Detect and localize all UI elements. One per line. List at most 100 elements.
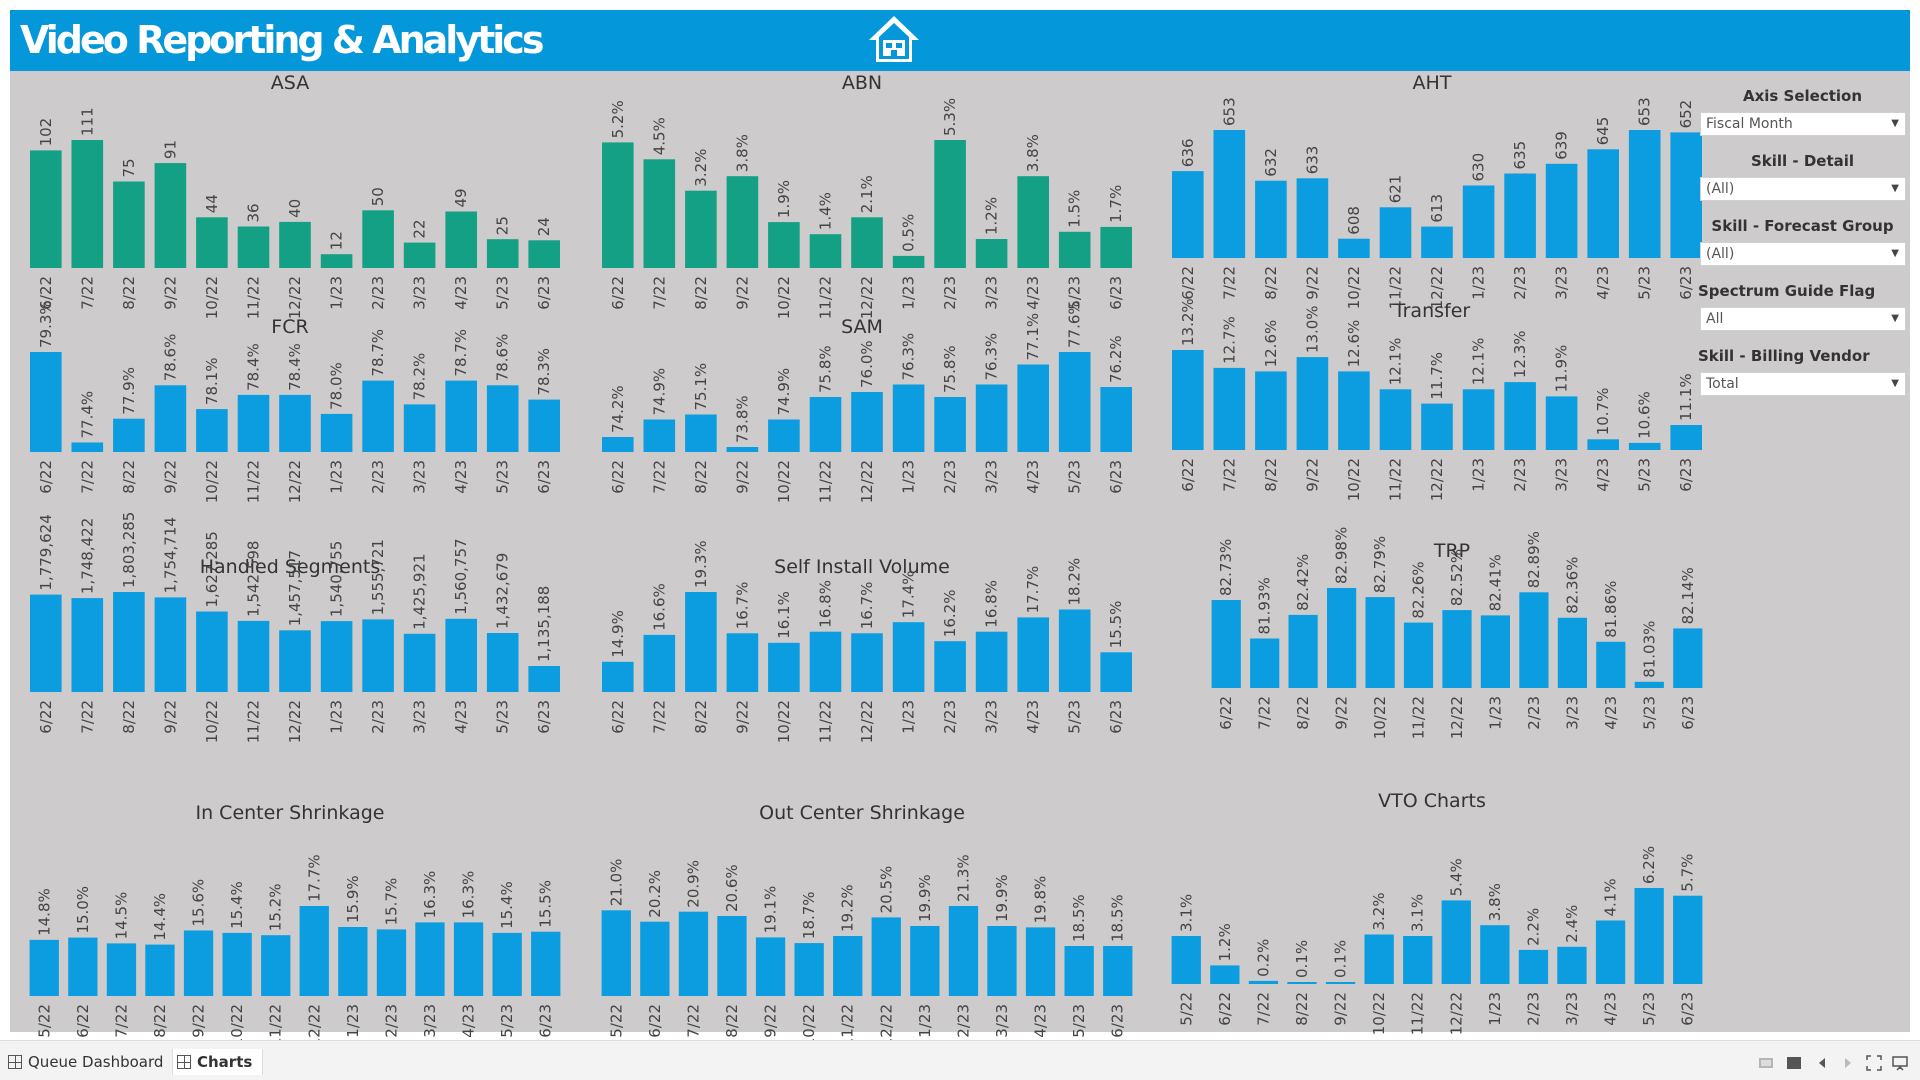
bar[interactable] <box>1100 652 1132 692</box>
bar[interactable] <box>279 221 311 268</box>
bar[interactable] <box>833 936 863 996</box>
bar[interactable] <box>678 911 709 996</box>
bar[interactable] <box>1248 980 1279 984</box>
bar[interactable] <box>1670 132 1702 258</box>
bar[interactable] <box>1596 641 1626 688</box>
spectrum-guide-flag-dropdown[interactable]: All ▼ <box>1700 307 1906 331</box>
bar[interactable] <box>726 633 759 692</box>
bar[interactable] <box>1421 403 1453 450</box>
bar[interactable] <box>1504 173 1536 259</box>
bar[interactable] <box>871 917 901 996</box>
fullscreen-icon[interactable] <box>1866 1055 1882 1071</box>
bar[interactable] <box>531 931 561 996</box>
bar[interactable] <box>1017 364 1049 453</box>
bar[interactable] <box>113 418 145 452</box>
bar[interactable] <box>1379 389 1412 450</box>
bar[interactable] <box>809 397 842 452</box>
bar[interactable] <box>1213 130 1246 258</box>
bar[interactable] <box>1518 949 1549 984</box>
bar[interactable] <box>113 181 145 269</box>
bar[interactable] <box>1673 895 1703 984</box>
bar[interactable] <box>453 922 484 996</box>
bar[interactable] <box>1480 615 1510 688</box>
bar[interactable] <box>1442 610 1472 688</box>
bar[interactable] <box>30 594 62 692</box>
bar[interactable] <box>1545 396 1578 450</box>
bar[interactable] <box>237 226 270 269</box>
bar[interactable] <box>717 916 747 996</box>
bar[interactable] <box>320 621 353 692</box>
bar[interactable] <box>1673 628 1703 688</box>
bar[interactable] <box>1210 965 1240 984</box>
bar[interactable] <box>892 384 925 453</box>
bar[interactable] <box>768 419 800 453</box>
bar[interactable] <box>445 380 477 452</box>
skill-detail-dropdown[interactable]: (All) ▼ <box>1700 177 1906 201</box>
bar[interactable] <box>1058 609 1091 693</box>
bar[interactable] <box>486 385 519 452</box>
bar[interactable] <box>362 380 394 452</box>
bar[interactable] <box>975 631 1008 692</box>
bar[interactable] <box>154 385 187 452</box>
bar[interactable] <box>643 419 676 453</box>
bar[interactable] <box>1364 934 1394 985</box>
home-icon[interactable] <box>865 12 923 66</box>
bar[interactable] <box>809 631 842 692</box>
bar[interactable] <box>1557 946 1587 984</box>
bar[interactable] <box>934 140 966 268</box>
bar[interactable] <box>320 413 353 452</box>
bar[interactable] <box>987 926 1017 996</box>
presentation-mode-icon[interactable] <box>1892 1055 1908 1071</box>
bar[interactable] <box>726 176 759 268</box>
bar[interactable] <box>1462 389 1495 450</box>
bar[interactable] <box>237 620 270 692</box>
bar[interactable] <box>445 618 477 692</box>
bar[interactable] <box>1287 982 1317 984</box>
bar[interactable] <box>726 447 759 452</box>
bar[interactable] <box>685 414 717 453</box>
bar[interactable] <box>1587 149 1619 258</box>
bar[interactable] <box>376 929 407 996</box>
bar[interactable] <box>1171 936 1201 984</box>
grid-view-icon[interactable] <box>1786 1055 1802 1071</box>
bar[interactable] <box>528 666 560 692</box>
bar[interactable] <box>1379 207 1412 258</box>
bar[interactable] <box>643 634 676 692</box>
bar[interactable] <box>755 937 786 996</box>
bar[interactable] <box>1325 982 1356 984</box>
bar[interactable] <box>113 592 145 692</box>
bar[interactable] <box>1211 600 1241 688</box>
bar[interactable] <box>1403 622 1434 688</box>
bar[interactable] <box>486 239 519 268</box>
bar[interactable] <box>975 384 1008 453</box>
bar[interactable] <box>1338 371 1370 450</box>
bar[interactable] <box>261 935 291 996</box>
bar[interactable] <box>794 943 824 996</box>
bar[interactable] <box>183 930 214 997</box>
bar[interactable] <box>279 630 311 692</box>
bar[interactable] <box>1634 681 1664 688</box>
bar[interactable] <box>71 442 104 453</box>
bar[interactable] <box>30 352 62 452</box>
bar[interactable] <box>1250 638 1280 689</box>
axis-selection-dropdown[interactable]: Fiscal Month ▼ <box>1700 112 1906 136</box>
film-strip-icon[interactable] <box>1758 1055 1774 1071</box>
bar[interactable] <box>934 641 966 692</box>
bar[interactable] <box>1628 442 1661 450</box>
bar[interactable] <box>1058 231 1091 268</box>
bar[interactable] <box>851 392 883 452</box>
bar[interactable] <box>1255 371 1287 450</box>
bar[interactable] <box>601 910 631 996</box>
bar[interactable] <box>145 944 175 996</box>
bar[interactable] <box>1628 130 1661 258</box>
bar[interactable] <box>445 211 477 269</box>
bar[interactable] <box>685 592 717 692</box>
bar[interactable] <box>892 255 925 268</box>
bar[interactable] <box>892 622 925 692</box>
bar[interactable] <box>934 397 966 452</box>
skill-billing-vendor-dropdown[interactable]: Total ▼ <box>1700 372 1906 396</box>
bar[interactable] <box>486 633 519 692</box>
bar[interactable] <box>154 163 187 268</box>
bar[interactable] <box>196 611 228 693</box>
bar[interactable] <box>222 932 252 996</box>
